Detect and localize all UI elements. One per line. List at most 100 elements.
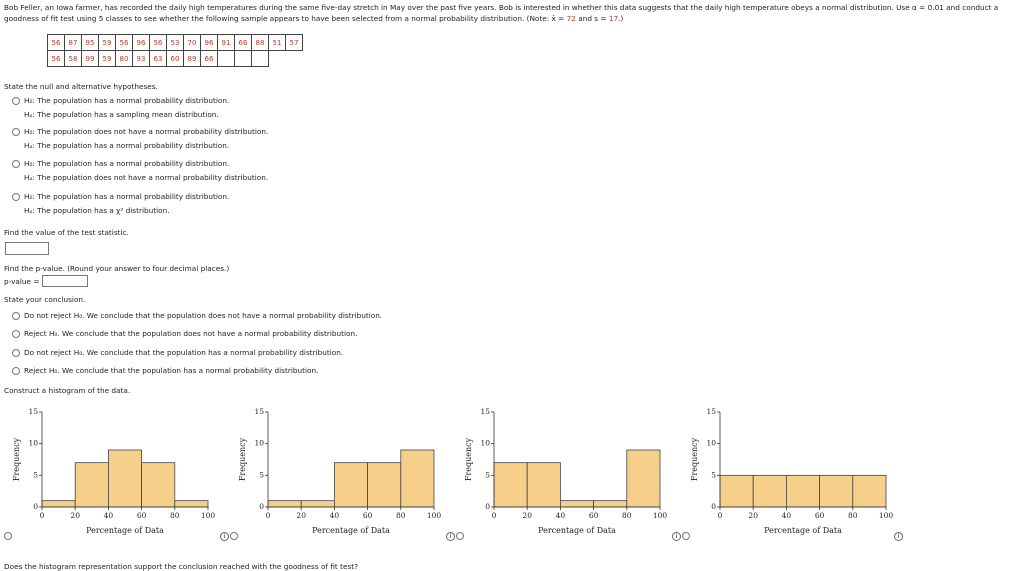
- bar: [752, 474, 787, 508]
- prompt: Construct a histogram of the data.: [4, 386, 131, 395]
- table-cell-empty: [234, 50, 252, 67]
- bar: [41, 500, 76, 508]
- radio[interactable]: [12, 97, 20, 105]
- info-icon[interactable]: i: [446, 532, 455, 541]
- y-tick-label: 5: [259, 470, 264, 479]
- table-cell: 57: [285, 34, 303, 51]
- y-tick-label: 0: [485, 502, 490, 511]
- statistic-input[interactable]: [5, 242, 49, 255]
- radio[interactable]: [456, 532, 464, 540]
- x-tick-label: 80: [622, 511, 632, 520]
- y-axis-label: Frequency: [238, 437, 247, 481]
- pvalue-input[interactable]: [42, 275, 88, 287]
- hypothesis-text: Hₐ: The population has a χ² distribution…: [24, 206, 170, 215]
- table-cell: 66: [234, 34, 252, 51]
- table-row: 56 87 95 59 56 96 56 53 70 96 91 66 88 51 57: [47, 34, 303, 51]
- x-tick-label: 0: [492, 511, 497, 520]
- y-axis-label: Frequency: [12, 437, 21, 481]
- conclusion-text: Do not reject H₀. We conclude that the p…: [24, 348, 344, 357]
- hypothesis-text: Hₐ: The population has a normal probabil…: [24, 141, 230, 150]
- bar: [626, 449, 661, 508]
- conclusion-text: Do not reject H₀. We conclude that the p…: [24, 311, 383, 320]
- table-cell: 88: [251, 34, 269, 51]
- x-axis-label: Percentage of Data: [764, 526, 842, 535]
- and: and: [578, 14, 592, 23]
- table-cell-empty: [217, 50, 235, 67]
- hypothesis-text: Hₐ: The population does not have a norma…: [24, 173, 269, 182]
- bar: [493, 462, 528, 508]
- radio[interactable]: [12, 330, 20, 338]
- x-tick-label: 0: [40, 511, 45, 520]
- table-cell: 95: [81, 34, 99, 51]
- table-cell: 56: [115, 34, 133, 51]
- prompt: Find the value of the test statistic.: [4, 228, 129, 237]
- y-tick-label: 0: [711, 502, 716, 511]
- bar: [719, 474, 754, 508]
- mean: 72: [566, 14, 576, 23]
- hypothesis-text: Hₐ: The population has a sampling mean d…: [24, 110, 219, 119]
- radio[interactable]: [12, 160, 20, 168]
- x-tick-label: 60: [363, 511, 373, 520]
- prompt: State the null and alternative hypothese…: [4, 82, 158, 91]
- x-tick-label: 100: [427, 511, 442, 520]
- histogram: 0 5 10 15 0 20 40 60 80 100 Percentage of Data Freq…: [690, 407, 893, 535]
- x-tick-label: 80: [170, 511, 180, 520]
- x-tick-label: 40: [782, 511, 792, 520]
- bar: [593, 500, 628, 508]
- x-axis-label: Percentage of Data: [86, 526, 164, 535]
- x-tick-label: 20: [70, 511, 80, 520]
- intro-line: goodness of fit test using 5 classes to …: [4, 14, 623, 23]
- conclusion-text: Reject H₀. We conclude that the populati…: [24, 366, 319, 375]
- table-cell-blank: [269, 51, 286, 67]
- hypothesis-text: H₀: The population has a normal probabil…: [24, 192, 230, 201]
- info-icon[interactable]: i: [672, 532, 681, 541]
- x-axis-label: Percentage of Data: [538, 526, 616, 535]
- intro-line: Bob Feller, an Iowa farmer, has recorded…: [4, 3, 999, 12]
- bar: [141, 462, 176, 508]
- bar: [786, 474, 821, 508]
- x-tick-label: 100: [201, 511, 216, 520]
- intro-text: goodness of fit test using 5 classes to …: [4, 14, 550, 23]
- table-cell-blank: [286, 51, 303, 67]
- radio[interactable]: [230, 532, 238, 540]
- y-tick-label: 15: [480, 407, 490, 416]
- table-cell: 70: [183, 34, 201, 51]
- sd-label: s =: [594, 14, 607, 23]
- bar: [367, 462, 402, 508]
- radio[interactable]: [12, 349, 20, 357]
- table-cell: 91: [217, 34, 235, 51]
- histogram: 0 5 10 15 0 20 40 60 80 100 Percentage of Data Freq…: [12, 407, 216, 535]
- x-tick-label: 20: [748, 511, 758, 520]
- x-tick-label: 40: [330, 511, 340, 520]
- table-cell: 96: [132, 34, 150, 51]
- table-cell: 60: [166, 50, 184, 67]
- data-table: 56 87 95 59 56 96 56 53 70 96 91 66 88 51 57 56 58 99 59 80…: [47, 34, 303, 67]
- radio[interactable]: [12, 312, 20, 320]
- prompt: Does the histogram representation suppor…: [4, 562, 358, 571]
- bar: [108, 449, 143, 508]
- radio[interactable]: [12, 128, 20, 136]
- bar: [852, 474, 887, 508]
- y-tick-label: 10: [706, 439, 716, 448]
- bar: [400, 449, 435, 508]
- hypothesis-text: H₀: The population has a normal probabil…: [24, 96, 230, 105]
- radio[interactable]: [12, 367, 20, 375]
- info-icon[interactable]: i: [894, 532, 903, 541]
- y-axis-label: Frequency: [464, 437, 473, 481]
- table-cell: 66: [200, 50, 218, 67]
- radio[interactable]: [682, 532, 690, 540]
- radio[interactable]: [12, 193, 20, 201]
- bar: [334, 462, 369, 508]
- table-cell: 96: [200, 34, 218, 51]
- table-cell: 63: [149, 50, 167, 67]
- radio[interactable]: [4, 532, 12, 540]
- info-icon[interactable]: i: [220, 532, 229, 541]
- bar: [267, 500, 302, 508]
- y-tick-label: 10: [254, 439, 264, 448]
- histogram: 0 5 10 15 0 20 40 60 80 100 Percentage of Data Freq…: [238, 407, 442, 535]
- bar: [560, 500, 595, 508]
- y-tick-label: 0: [259, 502, 264, 511]
- x-tick-label: 0: [266, 511, 271, 520]
- y-tick-label: 5: [711, 470, 716, 479]
